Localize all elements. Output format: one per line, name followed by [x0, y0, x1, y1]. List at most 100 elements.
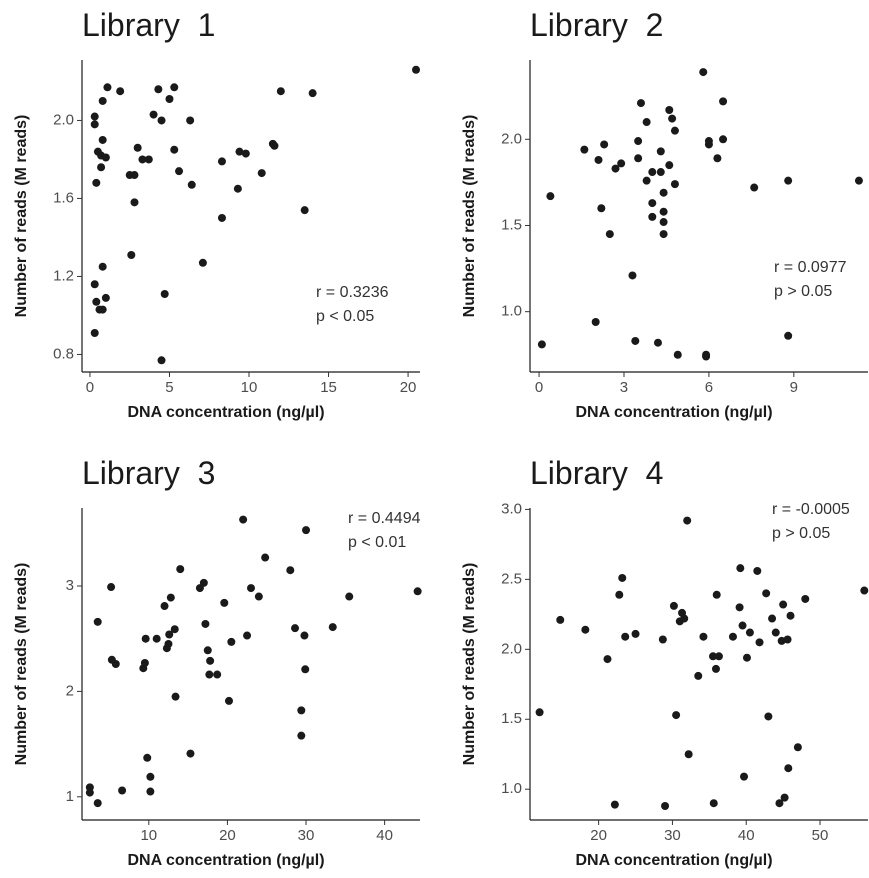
point: [144, 155, 153, 164]
point: [170, 625, 179, 634]
point: [535, 708, 544, 717]
x-tick-label: 5: [165, 379, 173, 396]
y-tick-label: 3.0: [501, 500, 522, 517]
point: [780, 793, 789, 802]
annotation: p > 0.05: [774, 283, 832, 300]
point: [713, 154, 722, 163]
point: [670, 180, 679, 189]
point: [93, 617, 102, 626]
point: [103, 83, 112, 92]
point: [611, 164, 620, 173]
point: [297, 731, 306, 740]
point: [711, 664, 720, 673]
point: [308, 89, 317, 98]
point: [164, 639, 173, 648]
x-tick-label: 9: [790, 379, 798, 396]
y-tick-label: 1.6: [53, 189, 74, 206]
point: [704, 137, 713, 146]
y-tick-label: 1.0: [501, 780, 522, 797]
point: [546, 192, 555, 201]
x-tick-label: 20: [400, 379, 417, 396]
point: [658, 635, 667, 644]
point: [775, 799, 784, 808]
point: [634, 154, 643, 163]
point: [669, 601, 678, 610]
point: [793, 743, 802, 752]
point: [605, 230, 614, 239]
point: [413, 587, 422, 596]
point: [779, 600, 788, 609]
point: [728, 632, 737, 641]
point: [740, 772, 749, 781]
point: [591, 318, 600, 327]
point: [213, 670, 222, 679]
point: [243, 631, 252, 640]
point: [92, 297, 101, 306]
annotation: r = 0.3236: [316, 284, 389, 301]
annotation: p < 0.01: [348, 534, 406, 551]
y-tick-label: 1.5: [501, 216, 522, 233]
point: [143, 753, 152, 762]
point: [127, 251, 136, 259]
point: [755, 638, 764, 647]
point: [581, 625, 590, 634]
point: [784, 176, 793, 185]
y-tick-label: 0.8: [53, 345, 74, 362]
point: [764, 712, 773, 721]
point: [186, 749, 195, 758]
y-tick-label: 2: [66, 682, 74, 699]
point: [854, 176, 863, 185]
x-tick-label: 50: [812, 827, 829, 844]
point: [670, 126, 679, 135]
point: [286, 566, 295, 575]
point: [736, 564, 745, 573]
x-tick-label: 0: [86, 379, 94, 396]
y-tick-label: 1.5: [501, 710, 522, 727]
point: [270, 141, 279, 150]
point: [98, 96, 107, 105]
point: [157, 116, 166, 125]
point: [631, 336, 640, 345]
point: [742, 653, 751, 662]
y-axis-title: Number of reads (M reads): [461, 563, 478, 766]
x-tick-label: 6: [705, 379, 713, 396]
point: [580, 145, 589, 154]
point: [217, 157, 226, 166]
point: [709, 799, 718, 808]
point: [165, 630, 174, 639]
point: [201, 619, 210, 628]
point: [170, 83, 179, 92]
point: [753, 566, 762, 575]
point: [672, 711, 681, 720]
point: [600, 140, 609, 149]
point: [648, 199, 657, 208]
point: [642, 118, 651, 127]
x-tick-label: 20: [590, 827, 607, 844]
y-tick-label: 1: [66, 788, 74, 805]
point: [684, 750, 693, 759]
point: [171, 692, 180, 701]
point: [656, 168, 665, 177]
point: [199, 578, 208, 587]
point: [653, 338, 662, 347]
x-tick-label: 30: [298, 827, 315, 844]
point: [133, 143, 142, 152]
point: [648, 168, 657, 177]
y-tick-label: 2.0: [53, 111, 74, 128]
point: [98, 262, 107, 271]
x-axis-title: DNA concentration (ng/µl): [575, 852, 772, 869]
point: [261, 553, 270, 562]
point: [699, 632, 708, 641]
point: [187, 180, 196, 189]
x-tick-label: 15: [320, 379, 337, 396]
panel-title: Library 2: [530, 7, 663, 43]
point: [668, 114, 677, 123]
point: [205, 670, 214, 679]
point: [166, 593, 175, 602]
y-tick-label: 1.0: [501, 303, 522, 320]
point: [302, 526, 311, 535]
point: [634, 137, 643, 146]
x-tick-label: 40: [738, 827, 755, 844]
y-axis-title: Number of reads (M reads): [13, 563, 30, 766]
